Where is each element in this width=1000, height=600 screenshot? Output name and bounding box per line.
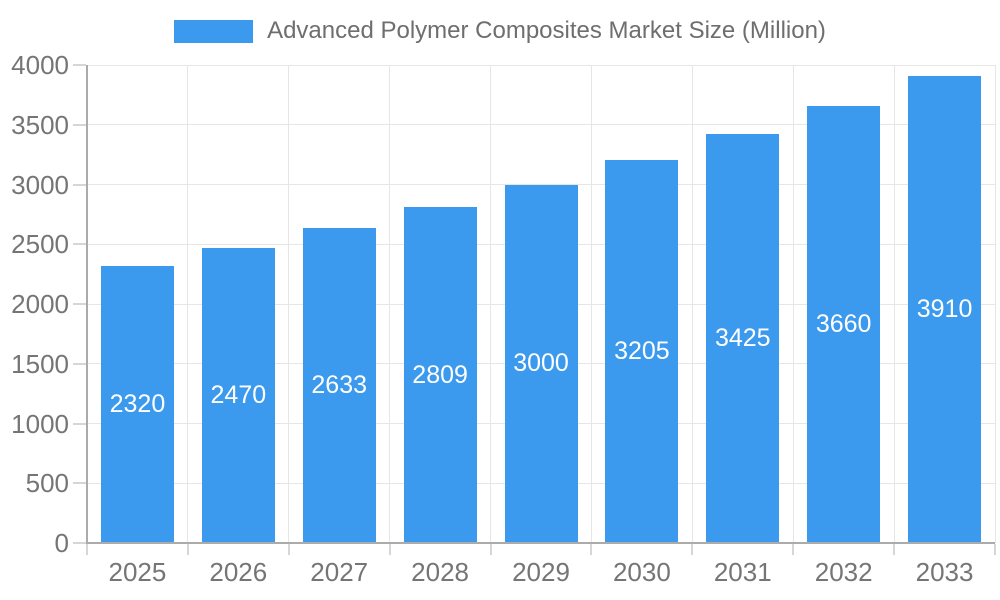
x-axis-line (87, 542, 995, 544)
y-axis-tick (73, 243, 86, 246)
y-axis-label: 3000 (11, 169, 69, 200)
bar-value-label: 3000 (513, 349, 569, 378)
y-axis-tick (73, 64, 86, 66)
gridline-horizontal (87, 124, 995, 126)
plot-area: 2320 2470 2633 2809 3000 3205 3425 3660 3910 (87, 64, 996, 543)
y-axis-tick (73, 123, 86, 126)
x-axis-tick (691, 544, 694, 555)
bar-value-label: 3660 (815, 309, 872, 338)
bar-value-label: 3910 (916, 294, 973, 323)
gridline-vertical (389, 65, 391, 543)
bar-2030[interactable]: 3205 (605, 160, 679, 543)
x-axis-label: 2032 (814, 557, 873, 587)
bar-value-label: 2809 (412, 360, 468, 389)
gridline-vertical (893, 65, 895, 543)
x-axis-label: 2027 (310, 557, 369, 587)
x-axis-label: 2026 (209, 557, 268, 587)
x-axis-label: 2025 (108, 557, 167, 587)
bar-value-label: 3205 (614, 337, 670, 365)
y-axis-tick (73, 362, 86, 365)
bar-2029[interactable]: 3000 (504, 184, 578, 543)
y-axis-line (86, 65, 88, 555)
y-axis-label: 2000 (11, 289, 69, 319)
bar-2032[interactable]: 3660 (807, 105, 881, 543)
x-axis-label: 2029 (512, 557, 570, 587)
bar-2033[interactable]: 3910 (908, 75, 982, 543)
bar-2025[interactable]: 2320 (100, 265, 174, 543)
x-axis-tick (388, 544, 391, 555)
x-axis-tick (287, 544, 290, 555)
y-axis-tick (73, 303, 86, 305)
y-axis-label: 500 (25, 468, 69, 499)
bar-value-label: 2470 (210, 380, 267, 409)
y-axis-label: 2500 (11, 229, 69, 260)
x-axis-tick (994, 544, 996, 555)
x-axis-tick (86, 544, 88, 555)
y-axis-tick (73, 183, 86, 186)
x-axis-label: 2031 (713, 557, 772, 587)
gridline-vertical (590, 65, 592, 543)
legend-label: Advanced Polymer Composites Market Size … (267, 17, 826, 44)
y-axis-tick (73, 542, 86, 544)
y-axis-label: 1500 (11, 348, 69, 379)
y-axis-label: 4000 (11, 50, 69, 80)
gridline-vertical (994, 65, 996, 543)
bar-value-label: 3425 (714, 323, 771, 352)
gridline-vertical (288, 65, 290, 543)
gridline-vertical (691, 65, 693, 543)
y-axis-label: 1000 (11, 408, 69, 439)
y-axis-tick (73, 482, 86, 485)
legend[interactable]: Advanced Polymer Composites Market Size … (0, 17, 1000, 45)
y-axis-label: 0 (54, 528, 69, 558)
x-axis-tick (186, 544, 189, 555)
gridline-vertical (792, 65, 794, 543)
bar-value-label: 2320 (109, 389, 166, 418)
y-axis-tick (73, 422, 86, 425)
bar-2027[interactable]: 2633 (302, 228, 376, 543)
x-axis-label: 2033 (915, 557, 974, 587)
bar-2028[interactable]: 2809 (403, 207, 477, 543)
bar-2031[interactable]: 3425 (706, 133, 780, 543)
x-axis-tick (590, 544, 593, 555)
x-axis-label: 2030 (612, 557, 671, 587)
gridline-horizontal (87, 64, 995, 66)
bar-2026[interactable]: 2470 (201, 247, 275, 543)
x-axis-label: 2028 (411, 557, 470, 587)
x-axis-tick (489, 544, 492, 555)
legend-swatch-icon (174, 19, 254, 43)
x-axis-tick (893, 544, 896, 555)
y-axis-label: 3500 (11, 109, 69, 140)
gridline-vertical (490, 65, 492, 543)
bar-value-label: 2633 (311, 371, 368, 400)
gridline-vertical (187, 65, 189, 543)
x-axis-tick (792, 544, 795, 555)
